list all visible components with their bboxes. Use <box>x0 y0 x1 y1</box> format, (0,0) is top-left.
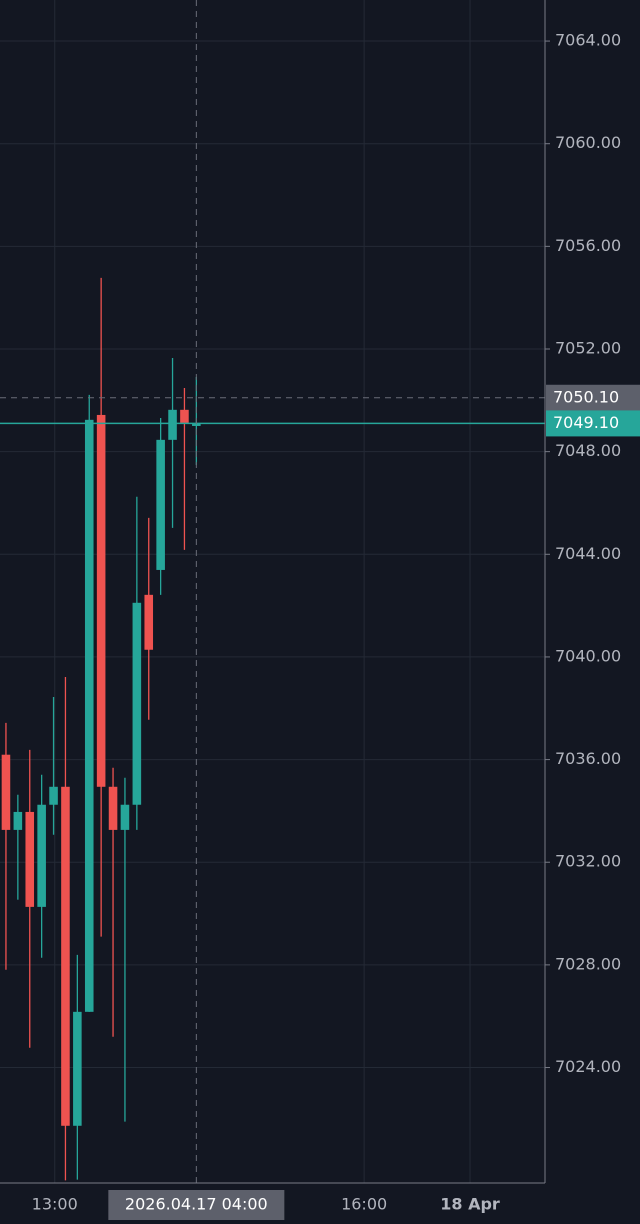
y-tick-label: 7024.00 <box>555 1057 621 1076</box>
candle-body <box>108 786 118 830</box>
y-tick-label: 7056.00 <box>555 236 621 255</box>
last-price-label: 7049.10 <box>553 413 619 432</box>
crosshair-time-box <box>108 1190 285 1220</box>
candle-body <box>13 811 23 830</box>
y-tick-label: 7052.00 <box>555 338 621 357</box>
candle-body <box>84 419 94 1012</box>
y-tick-label: 7032.00 <box>555 852 621 871</box>
candle-body <box>49 786 58 805</box>
y-tick-label: 7060.00 <box>555 133 621 152</box>
candle-body <box>180 409 189 423</box>
crosshair-price-box <box>546 384 640 411</box>
candle-body <box>1 754 11 830</box>
y-tick-label: 7048.00 <box>555 441 621 460</box>
candle-body <box>120 804 130 830</box>
candle-body <box>37 804 46 907</box>
candle-body <box>61 786 70 1126</box>
candle-body <box>168 409 177 440</box>
candle-body <box>73 1011 82 1126</box>
candle-body <box>192 423 201 426</box>
crosshair-price-label: 7050.10 <box>553 387 619 406</box>
y-tick-label: 7044.00 <box>555 544 621 563</box>
candle-body <box>144 594 154 650</box>
x-tick-label: 18 Apr <box>440 1195 500 1214</box>
x-tick-label: 16:00 <box>341 1195 387 1214</box>
candle-body <box>25 811 35 907</box>
y-tick-label: 7036.00 <box>555 749 621 768</box>
candle-body <box>156 439 165 570</box>
crosshair-time-label: 2026.04.17 04:00 <box>125 1195 268 1214</box>
x-tick-label: 13:00 <box>32 1195 78 1214</box>
candle-body <box>96 414 106 787</box>
y-tick-label: 7040.00 <box>555 646 621 665</box>
y-tick-label: 7064.00 <box>555 31 621 50</box>
last-price-box <box>546 410 640 437</box>
y-tick-label: 7028.00 <box>555 954 621 973</box>
candle-body <box>132 602 142 805</box>
